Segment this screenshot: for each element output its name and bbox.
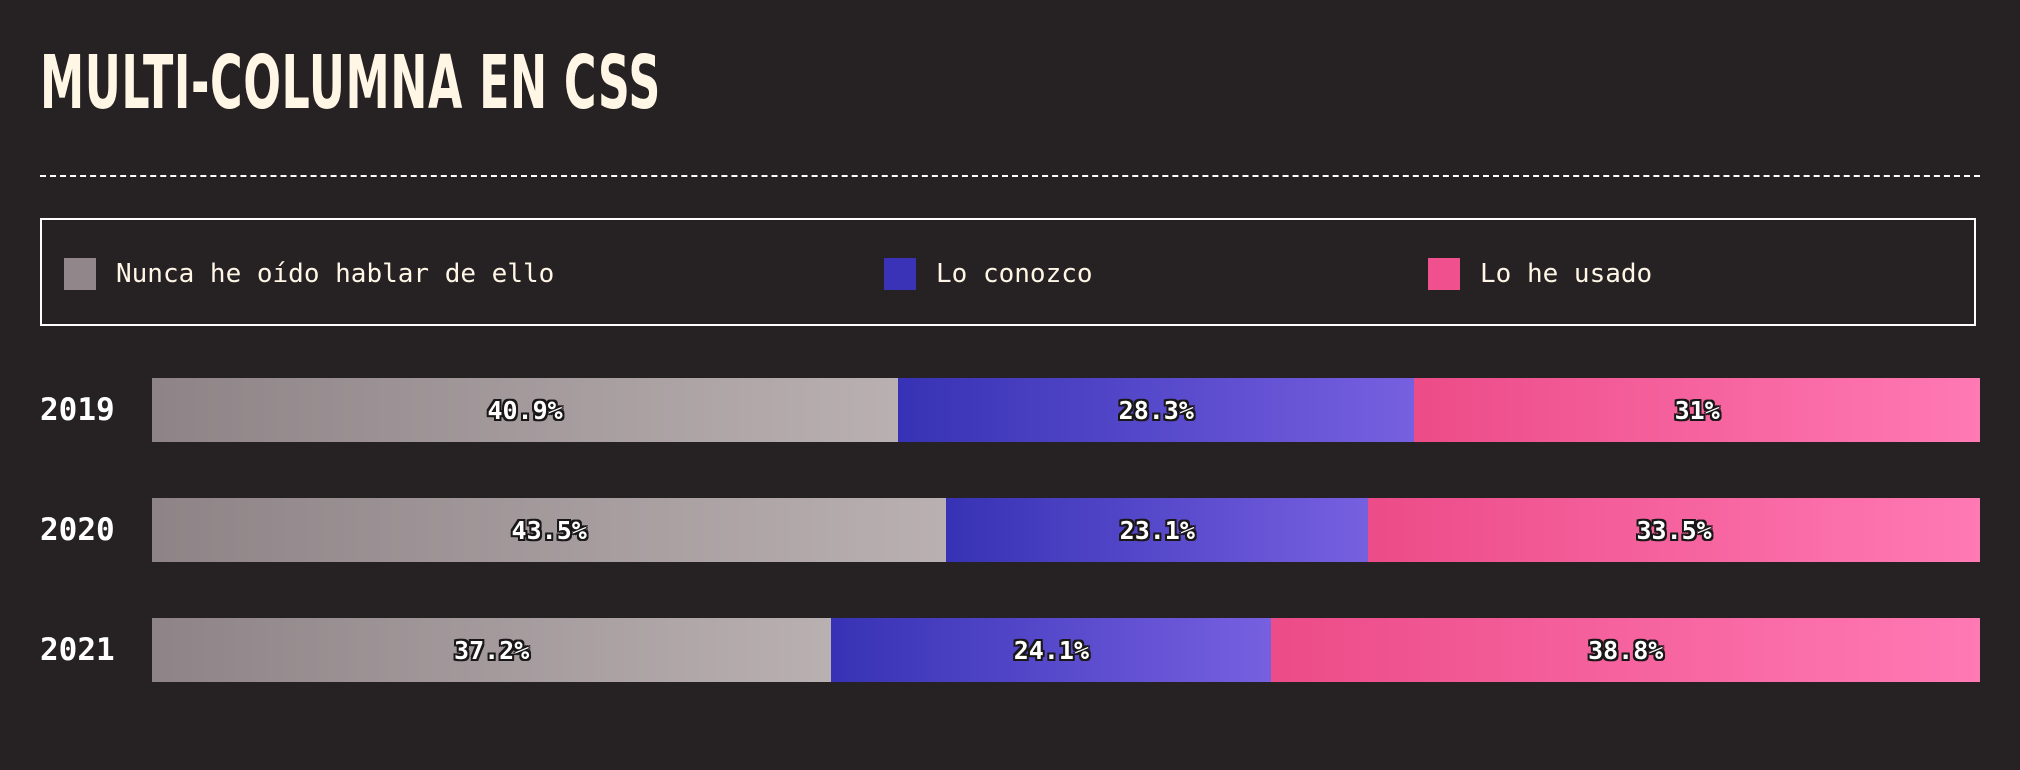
legend-label-know-it: Lo conozco (936, 259, 1093, 289)
legend-item-know-it: Lo conozco (884, 258, 1093, 290)
legend-label-never-heard: Nunca he oído hablar de ello (116, 259, 555, 289)
data-label-used-it-2020: 33.5% (1636, 515, 1712, 545)
category-label-2019: 2019 (40, 392, 115, 428)
stacked-bar-2019: 40.9% 28.3% 31% (152, 378, 1980, 442)
stacked-bar-2021: 37.2% 24.1% 38.8% (152, 618, 1980, 682)
category-label-2020: 2020 (40, 512, 115, 548)
bar-segment-used-it-2020: 33.5% (1368, 498, 1980, 562)
data-label-know-it-2021: 24.1% (1013, 635, 1089, 665)
legend-item-never-heard: Nunca he oído hablar de ello (64, 258, 554, 290)
legend-label-used-it: Lo he usado (1480, 259, 1653, 289)
bar-segment-used-it-2021: 38.8% (1271, 618, 1980, 682)
category-label-2021: 2021 (40, 632, 115, 668)
bar-segment-know-it-2019: 28.3% (898, 378, 1415, 442)
dashed-divider (40, 175, 1980, 177)
data-label-used-it-2019: 31% (1674, 395, 1720, 425)
bar-segment-used-it-2019: 31% (1414, 378, 1980, 442)
legend-swatch-know-it (884, 258, 916, 290)
bar-segment-know-it-2020: 23.1% (946, 498, 1369, 562)
data-label-used-it-2021: 38.8% (1588, 635, 1664, 665)
chart-title: MULTI-COLUMNA EN CSS (40, 40, 661, 126)
bar-segment-know-it-2021: 24.1% (831, 618, 1272, 682)
data-label-never-heard-2019: 40.9% (487, 395, 563, 425)
stacked-bar-2020: 43.5% 23.1% 33.5% (152, 498, 1980, 562)
data-label-know-it-2019: 28.3% (1118, 395, 1194, 425)
legend-item-used-it: Lo he usado (1428, 258, 1652, 290)
legend-swatch-used-it (1428, 258, 1460, 290)
bar-segment-never-heard-2021: 37.2% (152, 618, 832, 682)
bar-segment-never-heard-2020: 43.5% (152, 498, 947, 562)
bar-segment-never-heard-2019: 40.9% (152, 378, 899, 442)
data-label-know-it-2020: 23.1% (1119, 515, 1195, 545)
legend-swatch-never-heard (64, 258, 96, 290)
data-label-never-heard-2020: 43.5% (511, 515, 587, 545)
data-label-never-heard-2021: 37.2% (454, 635, 530, 665)
chart-legend: Nunca he oído hablar de ello Lo conozco … (40, 218, 1976, 326)
